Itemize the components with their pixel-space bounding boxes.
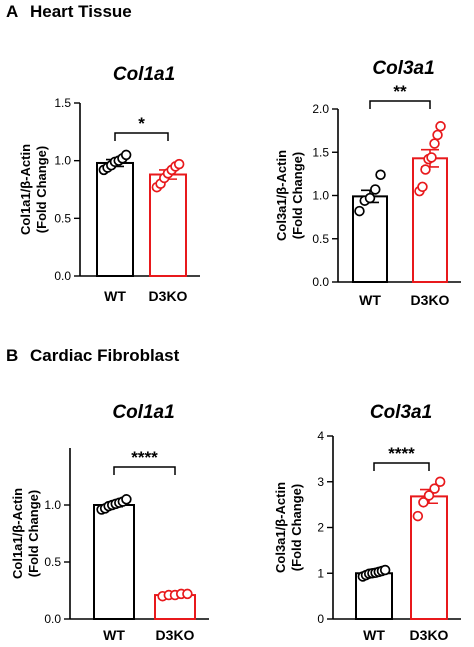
y-axis-label: Col1a1/β-Actin(Fold Change) bbox=[18, 144, 49, 235]
bar-wt bbox=[96, 161, 134, 277]
y-tick-label: 1.5 bbox=[312, 145, 329, 159]
chart-title: Col3a1 bbox=[370, 402, 432, 423]
y-axis-label-line: Col3a1/β-Actin bbox=[274, 150, 289, 241]
data-point bbox=[121, 494, 132, 505]
bar-d3ko bbox=[412, 157, 448, 283]
y-axis-label-line: Col3a1/β-Actin bbox=[273, 482, 288, 573]
y-tick-label: 1.5 bbox=[54, 96, 71, 110]
data-point bbox=[417, 181, 428, 193]
data-point bbox=[354, 205, 365, 217]
data-point bbox=[364, 192, 376, 204]
bar-wt bbox=[93, 504, 135, 620]
data-point bbox=[379, 564, 391, 576]
y-tick-label: 0.0 bbox=[312, 275, 329, 289]
y-axis-label-line: (Fold Change) bbox=[34, 146, 49, 233]
data-point bbox=[418, 497, 429, 508]
y-tick-label: 1.0 bbox=[312, 189, 329, 203]
data-point bbox=[432, 129, 443, 141]
data-point bbox=[423, 490, 435, 501]
chart-title: Col1a1 bbox=[113, 64, 175, 85]
y-tick-label: 4 bbox=[317, 429, 324, 443]
y-axis-label-line: Col1a1/β-Actin bbox=[10, 488, 25, 579]
data-point bbox=[426, 152, 437, 163]
data-point bbox=[412, 510, 424, 522]
chart-panel-4: Col3a1 0 1 2 3 4 Col3a1/β-Actin(Fold Change) WT… bbox=[273, 402, 461, 643]
y-tick-label: 0 bbox=[317, 612, 324, 626]
data-point bbox=[370, 184, 381, 195]
category-label-d3ko: D3KO bbox=[411, 292, 450, 308]
data-point bbox=[420, 164, 431, 175]
y-tick-label: 1.0 bbox=[44, 498, 61, 512]
data-point bbox=[375, 169, 386, 180]
y-axis-label: Col3a1/β-Actin(Fold Change) bbox=[274, 150, 305, 241]
category-label-wt: WT bbox=[359, 292, 381, 308]
chart-title: Col1a1 bbox=[112, 402, 174, 423]
significance-bracket bbox=[114, 132, 169, 141]
chart-panel-1: Col1a1 0.0 0.5 1.0 1.5 Col1a1/β-Actin(Fold Ch… bbox=[18, 64, 200, 304]
category-label-wt: WT bbox=[363, 627, 385, 643]
significance-bracket bbox=[373, 462, 430, 471]
category-label-wt: WT bbox=[103, 627, 125, 643]
section-b-heading: B Cardiac Fibroblast bbox=[6, 346, 179, 366]
category-label-wt: WT bbox=[104, 288, 126, 304]
y-axis-label-line: Col1a1/β-Actin bbox=[18, 144, 33, 235]
data-point bbox=[120, 149, 132, 161]
section-b-title: Cardiac Fibroblast bbox=[30, 346, 180, 365]
y-tick-label: 1 bbox=[317, 566, 324, 580]
chart-panel-2: Col3a1 0.0 0.5 1.0 1.5 2.0 Col3a1/β-Actin(Fold… bbox=[274, 58, 461, 308]
significance-label: * bbox=[138, 114, 145, 133]
y-tick-label: 2 bbox=[317, 521, 324, 535]
y-axis-label-line: (Fold Change) bbox=[26, 490, 41, 577]
y-tick-label: 0.5 bbox=[312, 232, 329, 246]
section-a-title: Heart Tissue bbox=[30, 2, 132, 21]
section-a-heading: A Heart Tissue bbox=[6, 2, 132, 22]
data-point bbox=[429, 483, 440, 494]
y-tick-label: 1.0 bbox=[54, 154, 71, 168]
category-label-d3ko: D3KO bbox=[410, 627, 449, 643]
y-axis-label: Col1a1/β-Actin(Fold Change) bbox=[10, 488, 41, 579]
significance-bracket bbox=[369, 100, 431, 109]
y-tick-label: 0.0 bbox=[54, 269, 71, 283]
y-axis-label: Col3a1/β-Actin(Fold Change) bbox=[273, 482, 304, 573]
y-tick-label: 0.0 bbox=[44, 612, 61, 626]
category-label-d3ko: D3KO bbox=[149, 288, 188, 304]
data-point bbox=[429, 138, 440, 149]
y-tick-label: 2.0 bbox=[312, 102, 329, 116]
y-tick-label: 0.5 bbox=[54, 211, 71, 225]
significance-bracket bbox=[113, 466, 176, 475]
section-b-letter: B bbox=[6, 346, 19, 365]
chart-title: Col3a1 bbox=[372, 58, 434, 79]
data-point bbox=[435, 121, 446, 132]
significance-label: ** bbox=[393, 82, 407, 101]
y-axis-label-line: (Fold Change) bbox=[289, 484, 304, 571]
y-axis-label-line: (Fold Change) bbox=[290, 152, 305, 239]
data-point bbox=[173, 158, 185, 170]
y-tick-label: 3 bbox=[317, 475, 324, 489]
data-point bbox=[182, 588, 193, 600]
significance-label: **** bbox=[388, 444, 415, 463]
category-label-d3ko: D3KO bbox=[156, 627, 195, 643]
significance-label: **** bbox=[131, 448, 158, 467]
y-tick-label: 0.5 bbox=[44, 555, 61, 569]
section-a-letter: A bbox=[6, 2, 19, 21]
data-point bbox=[434, 476, 446, 488]
